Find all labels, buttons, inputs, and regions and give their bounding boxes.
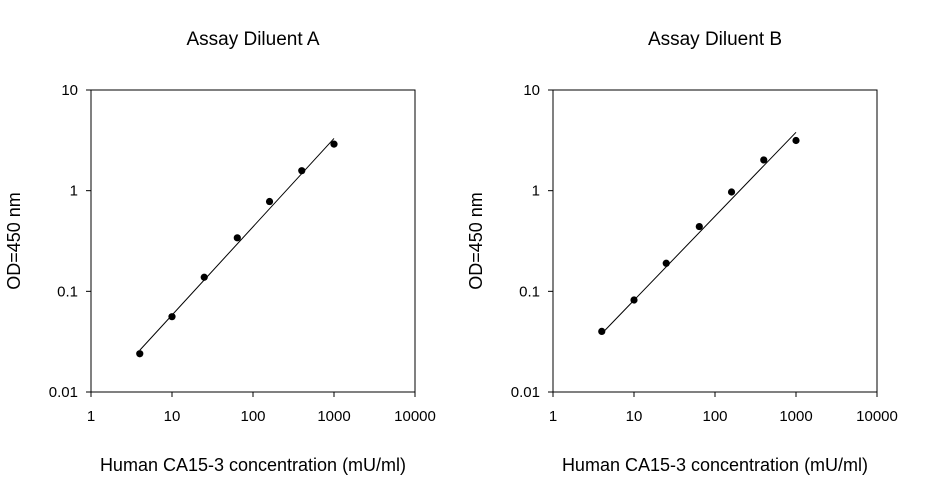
data-point bbox=[168, 313, 176, 321]
x-axis-label: Human CA15-3 concentration (mU/ml) bbox=[562, 455, 868, 475]
data-point bbox=[760, 156, 768, 164]
data-point bbox=[792, 136, 800, 145]
x-axis-ticks: 1 10 100 1000 10000 bbox=[549, 392, 898, 425]
data-point bbox=[727, 188, 736, 196]
y-axis-label: OD=450 nm bbox=[466, 192, 486, 290]
data-point bbox=[136, 350, 144, 358]
data-point bbox=[200, 273, 208, 281]
plot-frame bbox=[90, 89, 416, 393]
plot-frame bbox=[552, 89, 878, 393]
x-tick-label: 1000 bbox=[779, 408, 812, 425]
data-point bbox=[265, 197, 274, 206]
y-tick-label: 0.1 bbox=[57, 283, 78, 300]
data-point bbox=[298, 167, 306, 175]
chart-panel-b: Assay Diluent B 1 10 100 1000 10000 0.01 0.1 1… bbox=[466, 29, 898, 475]
data-marks bbox=[598, 131, 800, 335]
y-tick-label: 10 bbox=[61, 82, 78, 99]
data-point bbox=[695, 222, 703, 231]
x-tick-label: 1 bbox=[87, 408, 95, 425]
y-axis-label: OD=450 nm bbox=[4, 192, 24, 290]
x-tick-label: 100 bbox=[240, 408, 265, 425]
x-tick-label: 10000 bbox=[856, 408, 898, 425]
y-tick-label: 1 bbox=[70, 183, 78, 200]
y-tick-label: 0.01 bbox=[511, 384, 540, 401]
fit-line bbox=[601, 131, 797, 334]
chart-title: Assay Diluent A bbox=[186, 29, 319, 50]
y-tick-label: 0.1 bbox=[519, 283, 540, 300]
x-tick-label: 100 bbox=[702, 408, 727, 425]
data-point bbox=[598, 327, 606, 335]
y-tick-label: 1 bbox=[532, 183, 540, 200]
y-axis-ticks: 0.01 0.1 1 10 bbox=[49, 82, 91, 401]
y-tick-label: 10 bbox=[523, 82, 540, 99]
x-tick-label: 1000 bbox=[317, 408, 350, 425]
y-axis-ticks: 0.01 0.1 1 10 bbox=[511, 82, 553, 401]
chart-title: Assay Diluent B bbox=[648, 29, 782, 50]
x-tick-label: 10000 bbox=[394, 408, 436, 425]
x-axis-label: Human CA15-3 concentration (mU/ml) bbox=[100, 455, 406, 475]
x-tick-label: 10 bbox=[164, 408, 181, 425]
chart-panel-a: Assay Diluent A 1 10 100 1000 10000 0.01 0.1 1… bbox=[4, 29, 436, 475]
data-point bbox=[233, 234, 241, 242]
data-point bbox=[630, 296, 638, 304]
x-tick-label: 10 bbox=[626, 408, 643, 425]
y-tick-label: 0.01 bbox=[49, 384, 78, 401]
x-tick-label: 1 bbox=[549, 408, 557, 425]
data-point bbox=[330, 140, 338, 148]
x-axis-ticks: 1 10 100 1000 10000 bbox=[87, 392, 436, 425]
data-marks bbox=[136, 138, 338, 358]
data-point bbox=[662, 259, 670, 267]
